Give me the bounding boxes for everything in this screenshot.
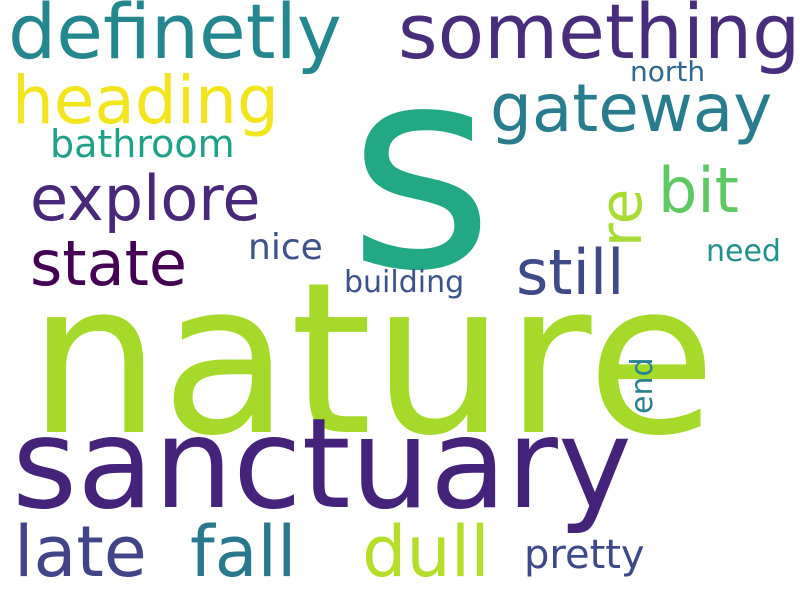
word-dull: dull xyxy=(362,511,490,593)
word-late: late xyxy=(14,511,147,593)
word-s: s xyxy=(348,7,494,333)
word-bathroom: bathroom xyxy=(50,122,235,166)
word-building: building xyxy=(344,265,465,300)
word-fall: fall xyxy=(190,511,297,593)
word-bit: bit xyxy=(658,154,739,227)
word-definetly: definetly xyxy=(8,0,342,76)
word-something: something xyxy=(398,0,800,76)
word-explore: explore xyxy=(30,162,261,235)
word-need: need xyxy=(706,234,781,269)
word-gateway: gateway xyxy=(490,70,773,147)
word-nature: nature xyxy=(28,237,717,482)
word-north: north xyxy=(630,55,706,88)
word-heading: heading xyxy=(12,62,279,139)
word-sanctuary: sanctuary xyxy=(12,392,632,537)
word-state: state xyxy=(30,227,188,300)
word-pretty: pretty xyxy=(524,532,645,578)
word-still: still xyxy=(516,236,625,309)
word-end: end xyxy=(625,357,660,414)
word-nice: nice xyxy=(248,227,323,268)
